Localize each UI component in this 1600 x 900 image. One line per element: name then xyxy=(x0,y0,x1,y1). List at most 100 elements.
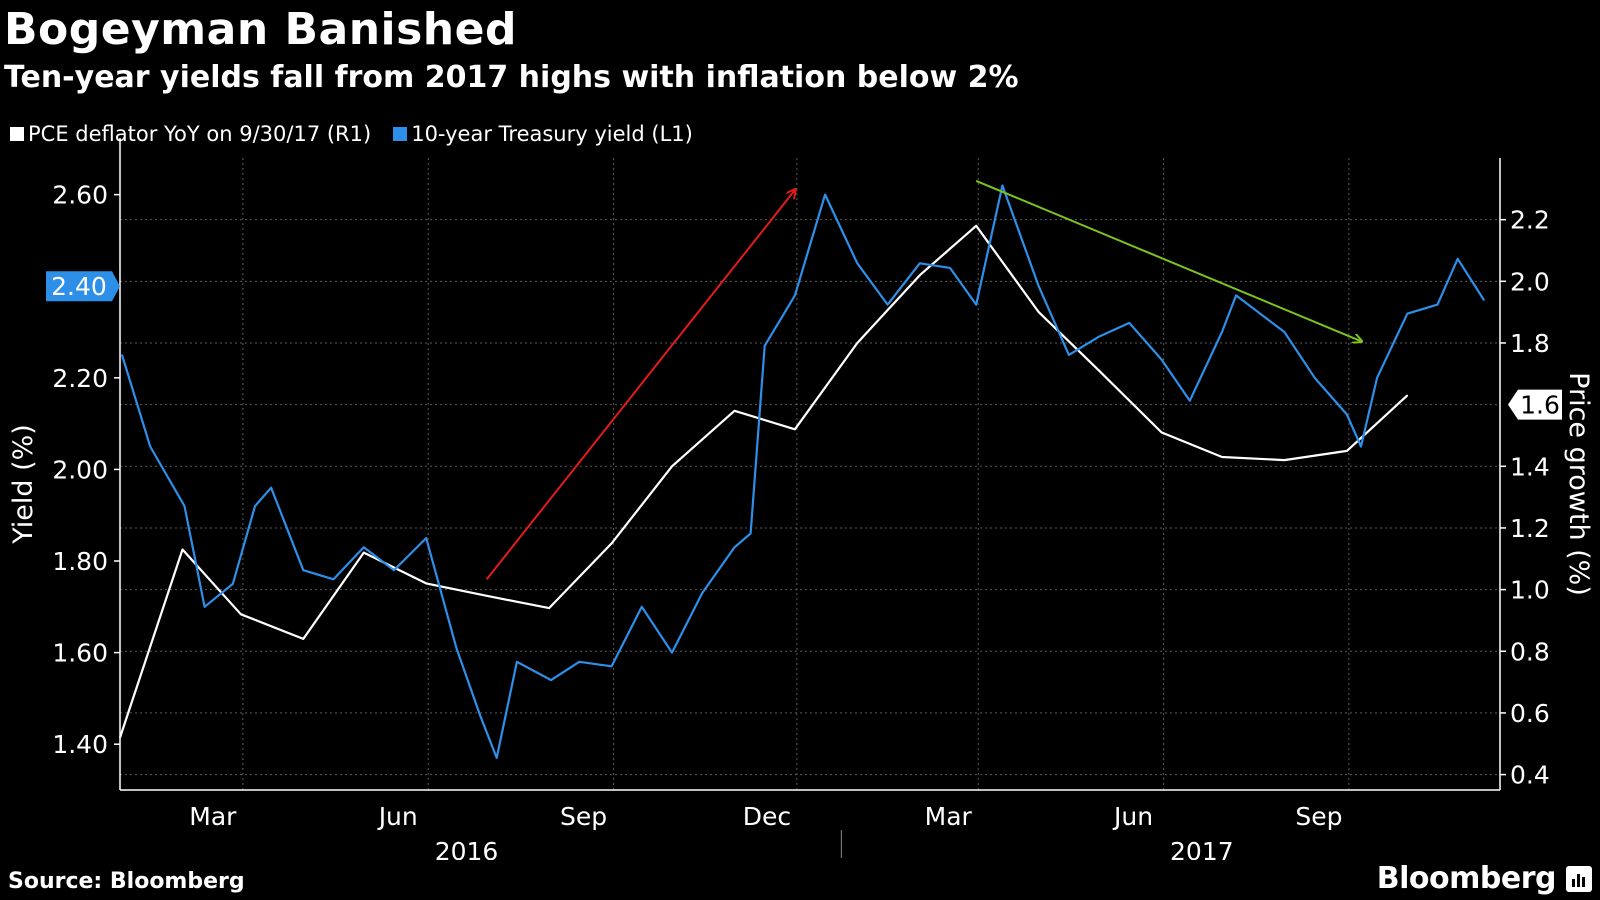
x-tick-label: Mar xyxy=(189,802,237,831)
x-tick-label: Sep xyxy=(1295,802,1342,831)
pce-point xyxy=(794,428,796,431)
legend-item-pce[interactable]: PCE deflator YoY on 9/30/17 (R1) xyxy=(10,122,371,146)
pce-point xyxy=(1037,311,1040,313)
treasury-point xyxy=(332,578,335,581)
treasury-point xyxy=(479,715,482,718)
x-tick-label: Sep xyxy=(560,802,607,831)
treasury-point xyxy=(886,303,889,306)
treasury-point xyxy=(918,262,921,265)
left-current-value-label: 2.40 xyxy=(51,272,107,301)
treasury-point xyxy=(1406,312,1409,315)
pce-point xyxy=(302,638,305,640)
treasury-point xyxy=(550,679,552,681)
treasury-point xyxy=(270,486,272,489)
treasury-point xyxy=(671,651,673,654)
annotations xyxy=(485,179,1361,580)
treasury-point xyxy=(794,294,796,297)
chart-subtitle: Ten-year yields fall from 2017 highs wit… xyxy=(4,60,1019,95)
pce-point xyxy=(181,548,184,551)
treasury-point xyxy=(1376,377,1378,379)
chart-title: Bogeyman Banished xyxy=(4,4,517,55)
treasury-point xyxy=(824,193,826,196)
treasury-point xyxy=(733,546,736,549)
pce-point xyxy=(610,542,613,545)
falling-yield-arrow xyxy=(975,179,1361,341)
legend-label-pce: PCE deflator YoY on 9/30/17 (R1) xyxy=(28,122,372,146)
pce-point xyxy=(1098,369,1100,372)
dual-axis-line-chart: Mar Jun Sep Dec Mar Jun Sep 2016 2017 2.60 2.20 2.0… xyxy=(8,138,1594,860)
treasury-point xyxy=(701,592,704,594)
legend-item-treasury[interactable]: 10-year Treasury yield (L1) xyxy=(393,122,693,146)
right-tick-label: 2.0 xyxy=(1510,267,1550,296)
right-axis-title: Price growth (%) xyxy=(1563,372,1594,596)
pce-point xyxy=(362,551,365,554)
pce-point xyxy=(119,736,121,739)
source-note: Source: Bloomberg xyxy=(8,869,245,894)
treasury-yield-line xyxy=(120,184,1485,760)
treasury-point xyxy=(1001,184,1004,187)
treasury-point xyxy=(232,583,234,585)
pce-point xyxy=(856,342,859,344)
treasury-point xyxy=(1456,257,1459,260)
treasury-point xyxy=(1235,294,1237,297)
series xyxy=(118,184,1485,760)
pce-point xyxy=(485,594,488,597)
left-tick-label: 1.80 xyxy=(52,547,108,576)
pce-point xyxy=(733,410,736,412)
treasury-point xyxy=(254,505,256,507)
left-tick-label: 1.40 xyxy=(52,730,108,759)
treasury-point xyxy=(121,354,123,356)
x-tick-label: Jun xyxy=(1112,802,1153,831)
bloomberg-logo-icon xyxy=(1566,866,1592,892)
x-tick-label: Dec xyxy=(743,802,791,831)
x-tick-label: Mar xyxy=(925,802,973,831)
treasury-point xyxy=(1160,358,1163,361)
right-tick-label: 1.4 xyxy=(1510,452,1550,481)
right-tick-label: 0.6 xyxy=(1510,699,1550,728)
legend-swatch-treasury xyxy=(393,127,408,141)
pce-point xyxy=(975,225,978,227)
treasury-point xyxy=(1221,331,1223,333)
treasury-point xyxy=(1188,399,1191,402)
treasury-point xyxy=(393,569,395,571)
treasury-point xyxy=(1436,303,1439,306)
treasury-point xyxy=(1098,335,1100,338)
treasury-point xyxy=(1346,413,1348,416)
treasury-point xyxy=(1128,322,1131,324)
treasury-point xyxy=(949,267,951,269)
treasury-point xyxy=(1483,299,1485,301)
treasury-point xyxy=(1037,285,1040,288)
left-tick-label: 2.20 xyxy=(52,364,108,393)
treasury-point xyxy=(149,445,152,448)
axis-labels: Mar Jun Sep Dec Mar Jun Sep 2016 2017 2.60 2.20 2.0… xyxy=(8,181,1594,860)
right-current-value-label: 1.6 xyxy=(1520,391,1560,420)
treasury-point xyxy=(763,344,766,347)
right-tick-label: 1.2 xyxy=(1510,514,1550,543)
legend-label-treasury: 10-year Treasury yield (L1) xyxy=(411,122,693,146)
right-current-value-flag xyxy=(1508,389,1562,420)
treasury-point xyxy=(516,660,518,663)
treasury-point xyxy=(578,660,581,663)
treasury-point xyxy=(1360,445,1362,448)
pce-point xyxy=(1346,450,1348,452)
treasury-point xyxy=(610,665,613,668)
pce-point xyxy=(1221,456,1223,458)
pce-point xyxy=(918,274,921,276)
pce-deflator-line xyxy=(118,224,1409,738)
treasury-point xyxy=(183,505,186,507)
right-tick-label: 1.8 xyxy=(1510,329,1550,358)
left-axis-title: Yield (%) xyxy=(8,424,39,545)
pce-point xyxy=(548,607,550,609)
x-year-label: 2017 xyxy=(1170,837,1234,860)
pce-point xyxy=(1406,394,1409,397)
treasury-point xyxy=(425,537,428,539)
treasury-point xyxy=(495,757,498,759)
left-tick-label: 2.60 xyxy=(52,181,108,210)
treasury-point xyxy=(302,569,305,571)
treasury-point xyxy=(1068,354,1070,356)
x-tick-label: Jun xyxy=(377,802,418,831)
right-tick-label: 0.4 xyxy=(1510,761,1550,790)
x-year-label: 2016 xyxy=(435,837,499,860)
treasury-point xyxy=(640,606,643,608)
right-tick-label: 2.2 xyxy=(1510,206,1550,235)
